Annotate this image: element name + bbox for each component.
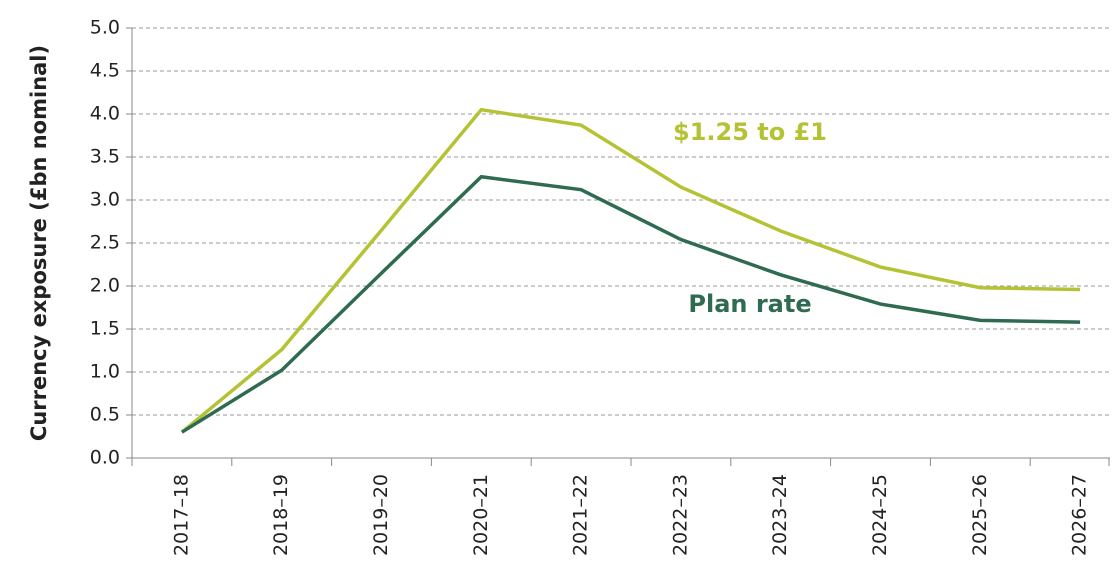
x-tick-label: 2017–18: [170, 474, 192, 556]
y-tick-label: 4.5: [90, 60, 120, 82]
series-label: $1.25 to £1: [673, 118, 827, 146]
x-tick-label: 2018–19: [270, 474, 292, 556]
x-tick-label: 2022–23: [669, 474, 691, 556]
x-tick-label: 2025–26: [969, 474, 991, 556]
y-tick-label: 3.0: [90, 189, 120, 211]
y-tick-label: 4.0: [90, 103, 120, 125]
x-tick-label: 2023–24: [769, 474, 791, 556]
y-tick-label: 5.0: [90, 17, 120, 39]
x-tick-label: 2024–25: [869, 474, 891, 556]
y-tick-label: 2.0: [90, 275, 120, 297]
y-tick-label: 2.5: [90, 232, 120, 254]
y-tick-label: 3.5: [90, 146, 120, 168]
series-line: [180, 107, 1081, 434]
y-tick-label: 1.0: [90, 361, 120, 383]
x-tick-label: 2019–20: [370, 474, 392, 556]
y-axis-label: Currency exposure (£bn nominal): [27, 45, 51, 441]
y-tick-label: 0.5: [90, 404, 120, 426]
y-tick-label: 1.5: [90, 318, 120, 340]
x-tick-label: 2026–27: [1069, 474, 1091, 556]
x-tick-label: 2021–22: [570, 474, 592, 556]
series-line: [180, 174, 1081, 434]
y-tick-label: 0.0: [90, 447, 120, 469]
x-tick-label: 2020–21: [470, 474, 492, 556]
series-label: Plan rate: [688, 290, 811, 318]
